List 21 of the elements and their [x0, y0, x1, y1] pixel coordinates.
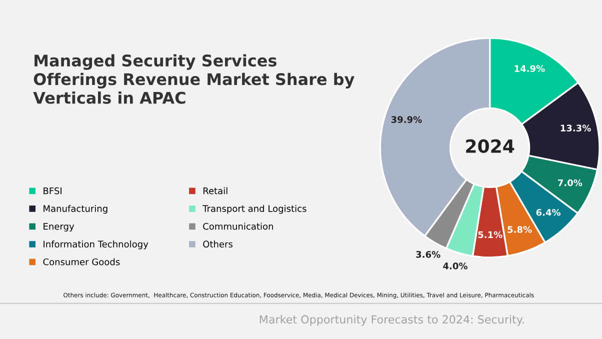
- legend-label: Manufacturing: [44, 204, 108, 214]
- data-label: 7.0%: [558, 179, 582, 186]
- legend-label: Communication: [203, 222, 273, 230]
- legend-label: BFSI: [44, 187, 62, 194]
- text: Market Opportunity Forecasts to 2024: Security.: [260, 314, 524, 326]
- legend-label: Retail: [203, 187, 228, 194]
- legend-label: Energy: [44, 223, 74, 232]
- text: Managed Security Services Offerings Revenue Market Share by Verticals in APAC: [33, 54, 354, 104]
- data-label: 5.1%: [478, 231, 502, 238]
- data-label: 14.9%: [514, 65, 545, 72]
- legend-label: Others: [203, 240, 232, 248]
- legend-label: Transport and Logistics: [202, 204, 306, 214]
- data-label: 3.6%: [416, 250, 440, 258]
- legend-label: Consumer Goods: [43, 258, 120, 266]
- data-label: 4.0%: [443, 262, 468, 270]
- data-label: 6.4%: [536, 208, 561, 216]
- data-label: 5.8%: [508, 226, 532, 233]
- legend-label: Information Technology: [44, 240, 148, 250]
- text: 2024: [466, 139, 514, 153]
- data-label: 13.3%: [560, 124, 591, 132]
- data-label: 39.9%: [391, 116, 422, 123]
